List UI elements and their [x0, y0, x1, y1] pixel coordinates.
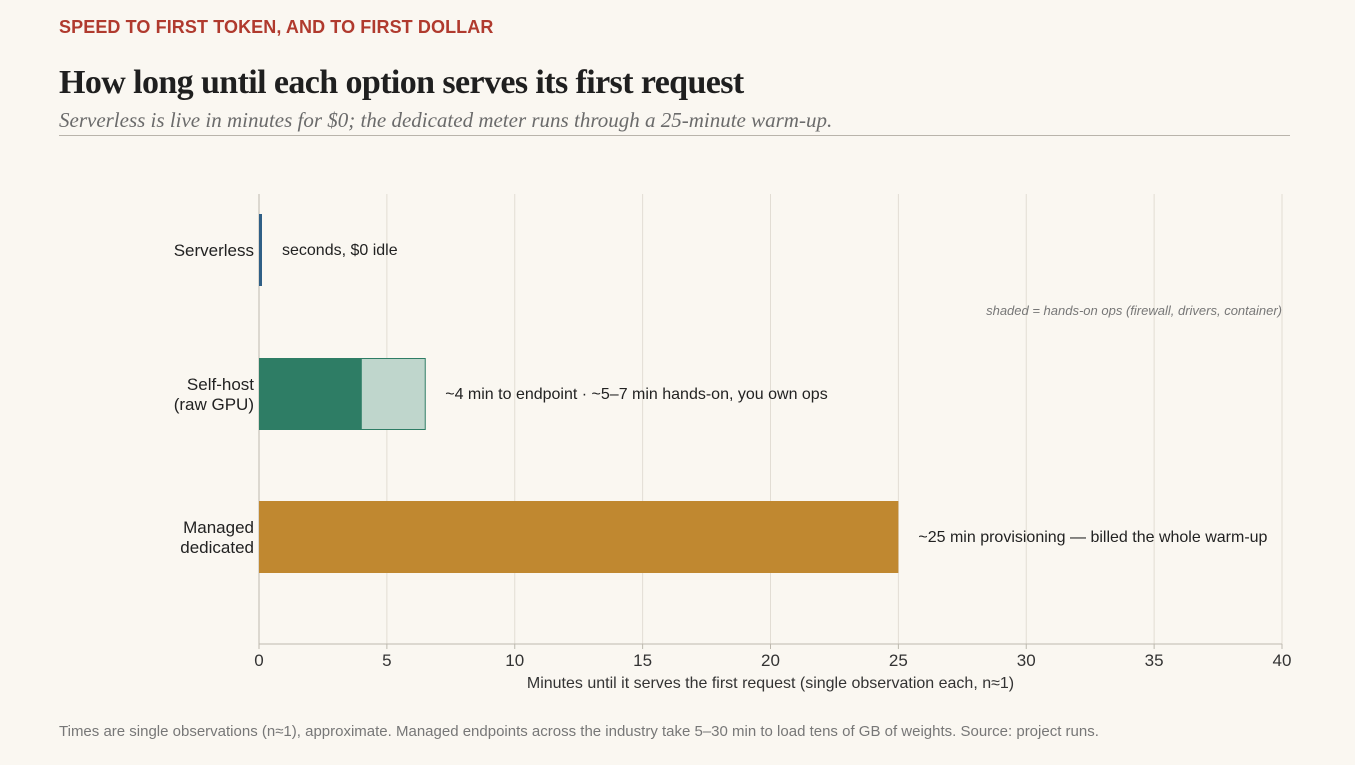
x-tick-label: 10 [505, 651, 524, 670]
x-tick-label: 40 [1273, 651, 1292, 670]
category-label: dedicated [180, 538, 254, 557]
x-tick-label: 15 [633, 651, 652, 670]
ops-bar [360, 358, 426, 430]
x-tick-label: 0 [254, 651, 263, 670]
x-tick-label: 35 [1145, 651, 1164, 670]
shading-note: shaded = hands-on ops (firewall, drivers… [986, 303, 1282, 318]
footnote: Times are single observations (n≈1), app… [59, 723, 1099, 740]
x-tick-label: 30 [1017, 651, 1036, 670]
category-label: Managed [183, 518, 254, 537]
x-tick-label: 25 [889, 651, 908, 670]
bar-annotation: ~4 min to endpoint · ~5–7 min hands-on, … [445, 386, 827, 403]
category-label: (raw GPU) [174, 395, 254, 414]
bar-annotation: ~25 min provisioning — billed the whole … [918, 529, 1267, 546]
chart-subtitle: Serverless is live in minutes for $0; th… [59, 108, 833, 132]
kicker: SPEED TO FIRST TOKEN, AND TO FIRST DOLLA… [59, 17, 494, 37]
x-axis-label: Minutes until it serves the first reques… [527, 675, 1014, 692]
bar-chart: 0 5 10 15 20 25 30 35 40 Minutes until it serves … [174, 194, 1292, 692]
bar [259, 214, 262, 286]
x-tick-label: 5 [382, 651, 391, 670]
category-label: Serverless [174, 241, 254, 260]
chart-title: How long until each option serves its fi… [59, 64, 744, 101]
title-rule [59, 135, 1290, 136]
bar [259, 358, 362, 430]
category-label: Self-host [187, 375, 254, 394]
x-tick-label: 20 [761, 651, 780, 670]
bar-annotation: seconds, $0 idle [282, 242, 398, 259]
bar [259, 501, 899, 573]
